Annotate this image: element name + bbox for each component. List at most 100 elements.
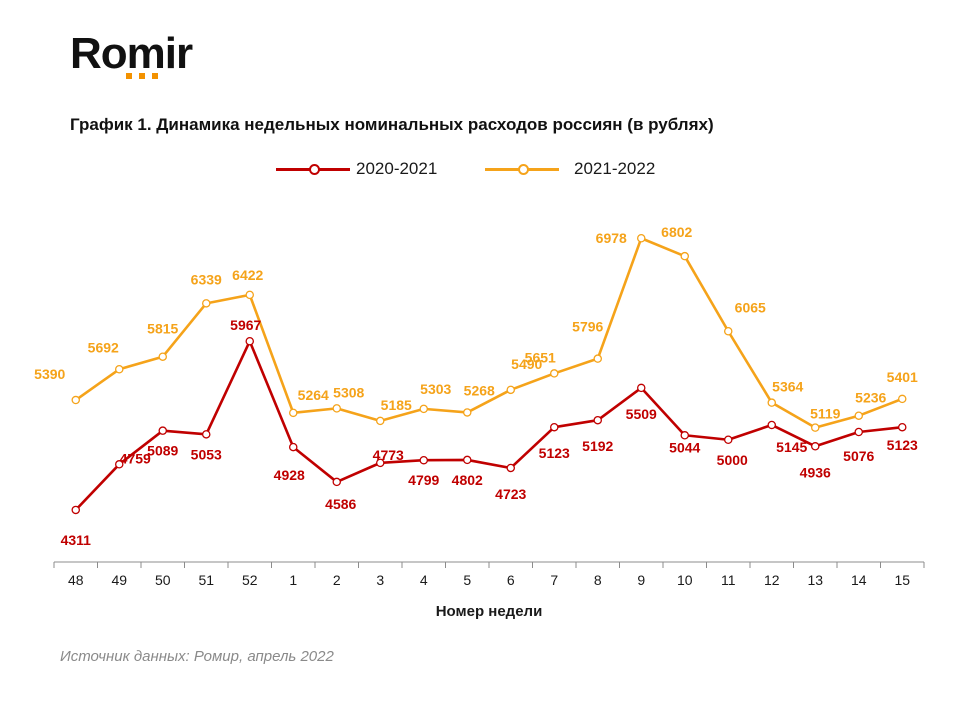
- chart-legend: 2020-2021 2021-2022: [0, 158, 960, 188]
- data-point: [637, 233, 646, 243]
- legend-label: 2021-2022: [574, 159, 656, 178]
- x-tick-label: 5: [463, 572, 471, 588]
- data-point: [898, 394, 907, 404]
- legend-marker: [309, 164, 320, 175]
- data-label: 5123: [539, 445, 570, 461]
- data-point: [898, 422, 907, 432]
- data-point: [158, 352, 167, 361]
- logo-dot: [139, 73, 145, 79]
- data-label: 5692: [88, 339, 119, 355]
- data-point: [506, 463, 515, 473]
- data-label: 5119: [810, 406, 841, 422]
- data-label: 5651: [525, 349, 556, 365]
- x-tick-label: 15: [894, 572, 910, 588]
- data-point: [593, 354, 603, 363]
- series-line-2: [74, 236, 903, 429]
- data-point: [593, 415, 603, 425]
- data-point: [201, 430, 211, 439]
- logo-dot: [152, 73, 158, 79]
- data-label: 4928: [274, 467, 305, 483]
- data-label: 5089: [147, 443, 178, 459]
- x-tick-label: 4: [420, 572, 428, 588]
- data-point: [462, 455, 472, 465]
- x-tick-label: 6: [507, 572, 515, 588]
- data-label: 4759: [120, 450, 151, 466]
- data-point: [288, 408, 298, 418]
- data-point: [462, 408, 472, 417]
- data-point: [724, 327, 733, 336]
- data-point: [811, 423, 820, 432]
- data-label: 5044: [669, 439, 700, 455]
- data-label: 5053: [191, 446, 222, 462]
- data-point: [680, 251, 690, 261]
- data-label: 4802: [452, 472, 483, 488]
- data-point: [550, 369, 559, 378]
- data-point: [375, 416, 385, 426]
- data-label: 5796: [572, 319, 603, 335]
- data-point: [375, 458, 385, 468]
- data-source-note: Источник данных: Ромир, апрель 2022: [60, 648, 334, 665]
- data-label: 5509: [626, 406, 657, 422]
- x-tick-label: 1: [289, 572, 297, 588]
- data-label: 5185: [381, 397, 412, 413]
- data-label: 6802: [661, 224, 692, 240]
- data-label: 5364: [772, 379, 803, 395]
- x-tick-label: 52: [242, 572, 258, 588]
- data-label: 5308: [333, 384, 364, 400]
- data-point: [245, 290, 254, 300]
- data-label: 4586: [325, 496, 356, 512]
- data-label: 4936: [800, 464, 831, 480]
- x-axis-title: Номер недели: [436, 603, 543, 620]
- data-point: [201, 299, 211, 308]
- logo-wordmark: Romir: [70, 29, 193, 78]
- data-point: [71, 395, 81, 405]
- data-label: 5390: [34, 366, 65, 382]
- data-point: [332, 404, 341, 413]
- x-tick-label: 12: [764, 572, 780, 588]
- data-point: [767, 420, 777, 430]
- data-label: 5000: [717, 452, 748, 468]
- x-tick-label: 7: [550, 572, 558, 588]
- data-point: [419, 455, 428, 465]
- x-tick-label: 3: [376, 572, 384, 588]
- data-label: 5268: [464, 382, 495, 398]
- data-point: [158, 426, 167, 435]
- x-tick-label: 49: [111, 572, 127, 588]
- data-label: 5303: [420, 381, 451, 397]
- x-tick-label: 9: [637, 572, 645, 588]
- x-tick-label: 51: [198, 572, 214, 588]
- data-point: [811, 442, 820, 451]
- data-label: 4311: [61, 532, 92, 548]
- data-label: 6065: [735, 299, 766, 315]
- data-point: [115, 460, 124, 469]
- data-label: 6339: [191, 271, 222, 287]
- data-point: [115, 365, 124, 374]
- data-point: [245, 336, 254, 346]
- data-label: 5236: [855, 390, 886, 406]
- legend-marker: [518, 164, 529, 175]
- x-tick-label: 8: [594, 572, 602, 588]
- data-point: [71, 505, 81, 515]
- data-point: [854, 411, 864, 420]
- x-tick-label: 14: [851, 572, 867, 588]
- romir-logo: Romir: [70, 30, 200, 84]
- data-point: [332, 477, 341, 487]
- x-tick-label: 2: [333, 572, 341, 588]
- x-tick-label: 11: [721, 572, 736, 588]
- data-point: [550, 422, 559, 432]
- data-label: 5815: [147, 321, 178, 337]
- chart-title: График 1. Динамика недельных номинальных…: [70, 115, 714, 134]
- data-label: 4799: [408, 472, 439, 488]
- data-label: 5192: [582, 438, 613, 454]
- data-label: 4773: [373, 447, 404, 463]
- data-point: [724, 435, 733, 444]
- data-point: [637, 383, 646, 393]
- x-tick-label: 50: [155, 572, 171, 588]
- data-label: 6978: [596, 230, 627, 246]
- data-point: [767, 398, 777, 407]
- x-tick-label: 48: [68, 572, 84, 588]
- legend-label: 2020-2021: [356, 159, 438, 178]
- series-line-1: [74, 339, 903, 511]
- data-label: 5967: [230, 317, 261, 333]
